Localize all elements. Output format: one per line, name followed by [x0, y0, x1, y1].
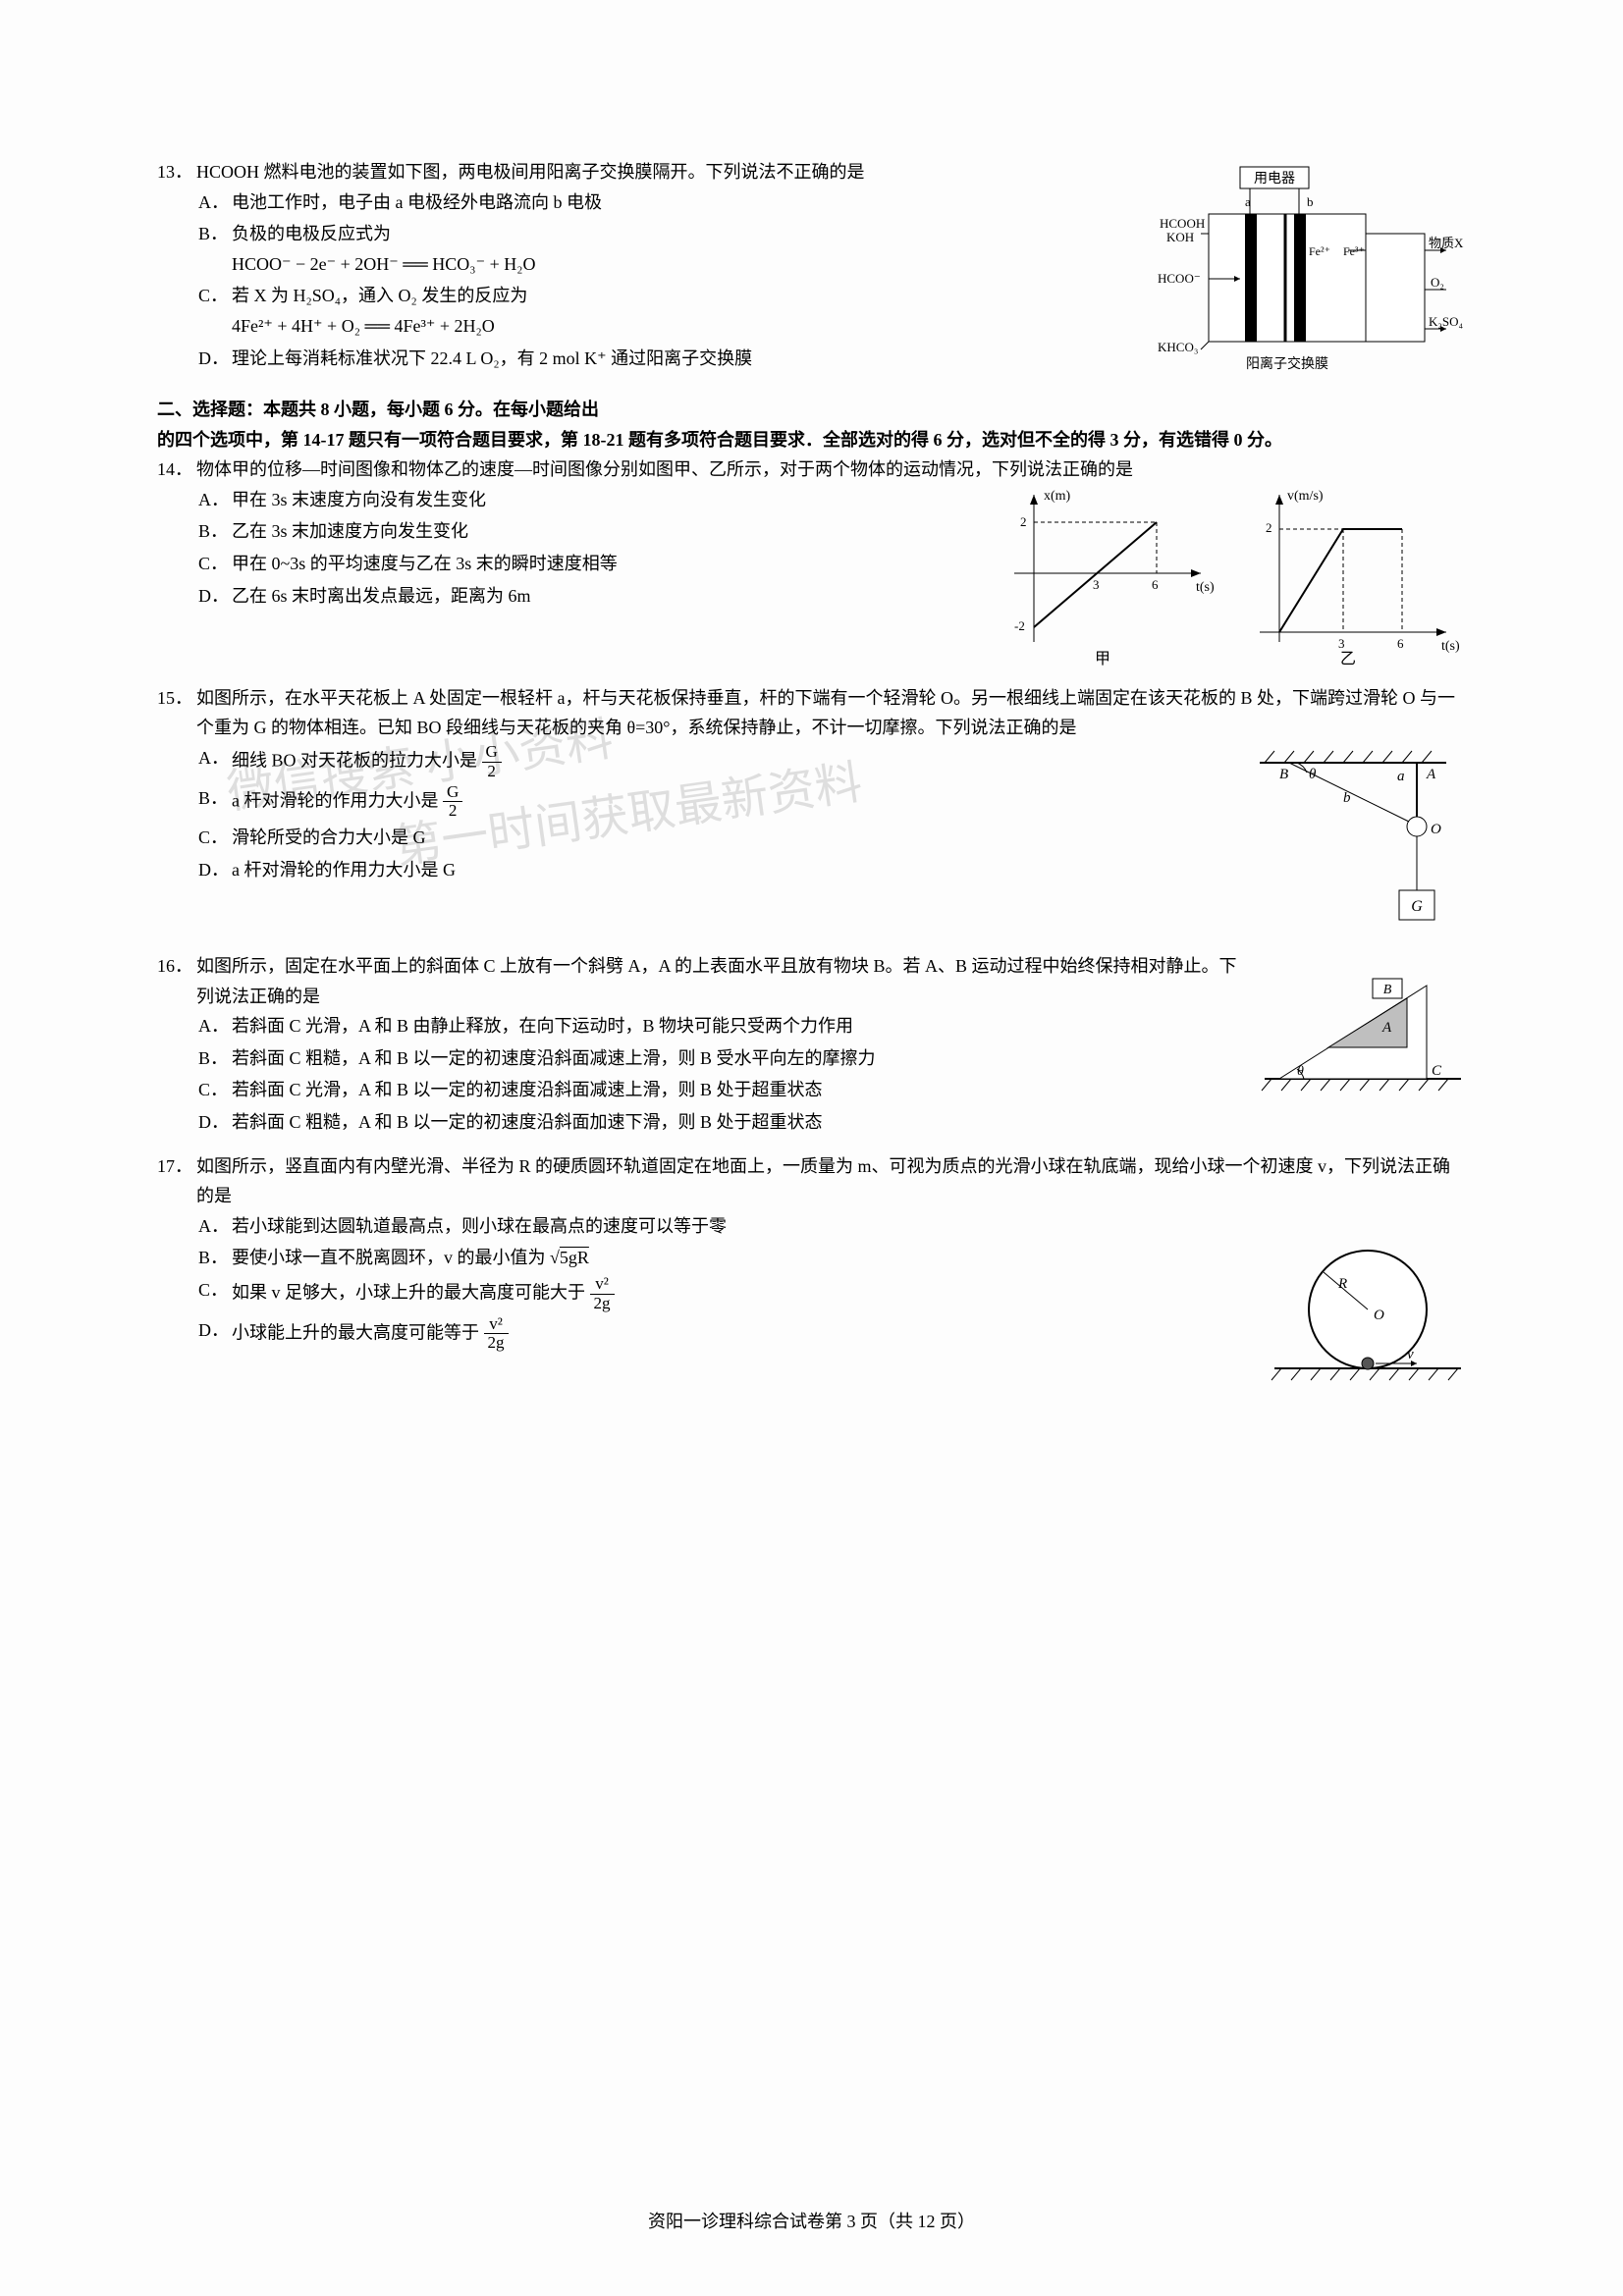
q13-figure: 用电器 a b HCOOH KOH HCOO⁻ KHCO₃ Fe²⁺ Fe³⁺	[1152, 157, 1466, 383]
question-13: 用电器 a b HCOOH KOH HCOO⁻ KHCO₃ Fe²⁺ Fe³⁺	[157, 157, 1466, 383]
question-14: 14． 物体甲的位移—时间图像和物体乙的速度—时间图像分别如图甲、乙所示，对于两…	[157, 454, 1466, 671]
option-A: A．若斜面 C 光滑，A 和 B 由静止释放，在向下运动时，B 物块可能只受两个…	[198, 1011, 1246, 1041]
svg-text:2: 2	[1020, 514, 1027, 529]
q-number: 13．	[157, 157, 196, 187]
q14-charts: x(m) t(s) 2 -2 3 6 甲 v(m/s) t(s) 2 3	[1004, 485, 1466, 671]
svg-text:C: C	[1432, 1063, 1442, 1079]
fig-label: 用电器	[1254, 171, 1295, 187]
option-B: B．乙在 3s 末加速度方向发生变化	[198, 516, 1004, 547]
section-2-heading: 二、选择题：本题共 8 小题，每小题 6 分。在每小题给出	[157, 395, 1466, 425]
q-number: 16．	[157, 951, 196, 1011]
q-stem-text: 如图所示，竖直面内有内壁光滑、半径为 R 的硬质圆环轨道固定在地面上，一质量为 …	[196, 1151, 1466, 1211]
svg-text:v(m/s): v(m/s)	[1287, 489, 1324, 504]
option-D: D．a 杆对滑轮的作用力大小是 G	[198, 855, 1236, 885]
svg-text:-2: -2	[1014, 618, 1025, 633]
svg-text:O₂: O₂	[1431, 275, 1444, 290]
svg-text:x(m): x(m)	[1044, 489, 1071, 504]
svg-text:3: 3	[1338, 636, 1345, 651]
svg-text:6: 6	[1397, 636, 1404, 651]
svg-text:B: B	[1279, 767, 1288, 782]
q17-figure: R O v	[1270, 1211, 1466, 1388]
svg-text:R: R	[1337, 1276, 1347, 1292]
svg-text:物质X: 物质X	[1429, 236, 1464, 250]
q-stem-text: HCOOH 燃料电池的装置如下图，两电极间用阳离子交换膜隔开。下列说法不正确的是	[196, 157, 1138, 187]
option-C: C．如果 v 足够大，小球上升的最大高度可能大于 v²2g	[198, 1275, 1256, 1313]
q16-figure: C θ A B	[1260, 951, 1466, 1098]
q-stem-text: 如图所示，固定在水平面上的斜面体 C 上放有一个斜劈 A，A 的上表面水平且放有…	[196, 951, 1246, 1011]
option-C: C．滑轮所受的合力大小是 G	[198, 823, 1236, 853]
svg-text:2: 2	[1266, 520, 1272, 535]
option-D: D．若斜面 C 粗糙，A 和 B 以一定的初速度沿斜面加速下滑，则 B 处于超重…	[198, 1107, 1466, 1138]
chart-yi: v(m/s) t(s) 2 3 6 乙	[1250, 485, 1466, 671]
option-A: A．若小球能到达圆轨道最高点，则小球在最高点的速度可以等于零	[198, 1211, 1256, 1242]
page-footer: 资阳一诊理科综合试卷第 3 页（共 12 页）	[0, 2207, 1623, 2237]
q-number: 17．	[157, 1151, 196, 1211]
svg-text:a: a	[1397, 769, 1405, 784]
svg-text:b: b	[1343, 790, 1351, 806]
svg-text:K₂SO₄: K₂SO₄	[1429, 314, 1464, 329]
svg-text:B: B	[1383, 983, 1392, 997]
q-stem-text: 物体甲的位移—时间图像和物体乙的速度—时间图像分别如图甲、乙所示，对于两个物体的…	[196, 454, 1466, 485]
svg-text:G: G	[1411, 898, 1423, 915]
option-A: A．电池工作时，电子由 a 电极经外电路流向 b 电极	[198, 187, 1138, 218]
option-D: D．乙在 6s 末时离出发点最远，距离为 6m	[198, 581, 1004, 612]
option-A: A．细线 BO 对天花板的拉力大小是 G2	[198, 743, 1236, 781]
option-B: B．若斜面 C 粗糙，A 和 B 以一定的初速度沿斜面减速上滑，则 B 受水平向…	[198, 1043, 1246, 1074]
svg-text:阳离子交换膜: 阳离子交换膜	[1246, 355, 1328, 372]
svg-text:a: a	[1245, 194, 1251, 209]
option-B: B．要使小球一直不脱离圆环，v 的最小值为 √5gR	[198, 1243, 1256, 1273]
chart-jia: x(m) t(s) 2 -2 3 6 甲	[1004, 485, 1220, 671]
svg-text:乙: 乙	[1340, 651, 1356, 667]
svg-text:v: v	[1407, 1347, 1414, 1362]
q-number: 14．	[157, 454, 196, 485]
question-17: 17． 如图所示，竖直面内有内壁光滑、半径为 R 的硬质圆环轨道固定在地面上，一…	[157, 1151, 1466, 1388]
svg-text:A: A	[1381, 1020, 1392, 1036]
option-B: B．负极的电极反应式为HCOO⁻ − 2e⁻ + 2OH⁻ ══ HCO₃⁻ +…	[198, 219, 1138, 279]
fuel-cell-svg: 用电器 a b HCOOH KOH HCOO⁻ KHCO₃ Fe²⁺ Fe³⁺	[1152, 157, 1466, 383]
svg-text:6: 6	[1152, 577, 1159, 592]
question-15: 15． 如图所示，在水平天花板上 A 处固定一根轻杆 a，杆与天花板保持垂直，杆…	[157, 683, 1466, 939]
svg-text:O: O	[1431, 822, 1441, 837]
svg-text:A: A	[1426, 767, 1436, 782]
section-2-tail: 的四个选项中，第 14-17 题只有一项符合题目要求，第 18-21 题有多项符…	[157, 425, 1466, 455]
option-C: C．若斜面 C 光滑，A 和 B 以一定的初速度沿斜面减速上滑，则 B 处于超重…	[198, 1075, 1246, 1105]
svg-text:Fe²⁺: Fe²⁺	[1309, 244, 1330, 258]
svg-text:KOH: KOH	[1166, 230, 1194, 244]
option-C: C．若 X 为 H₂SO₄，通入 O₂ 发生的反应为4Fe²⁺ + 4H⁺ + …	[198, 281, 1138, 341]
svg-text:Fe³⁺: Fe³⁺	[1343, 244, 1365, 258]
svg-text:b: b	[1307, 194, 1314, 209]
svg-text:O: O	[1374, 1308, 1384, 1323]
q-number: 15．	[157, 683, 196, 743]
svg-text:KHCO₃: KHCO₃	[1158, 340, 1198, 354]
svg-text:HCOOH: HCOOH	[1160, 216, 1205, 231]
option-B: B．a 杆对滑轮的作用力大小是 G2	[198, 783, 1236, 822]
question-16: C θ A B 16． 如图所示，固定在水平面上的斜面体 C 上放有一个斜劈 A…	[157, 951, 1466, 1140]
option-D: D．小球能上升的最大高度可能等于 v²2g	[198, 1315, 1256, 1354]
option-C: C．甲在 0~3s 的平均速度与乙在 3s 末的瞬时速度相等	[198, 549, 1004, 579]
svg-text:甲: 甲	[1095, 651, 1110, 667]
option-A: A．甲在 3s 末速度方向没有发生变化	[198, 485, 1004, 515]
q15-figure: B θ a A O b G	[1250, 743, 1466, 939]
q-stem-text: 如图所示，在水平天花板上 A 处固定一根轻杆 a，杆与天花板保持垂直，杆的下端有…	[196, 683, 1466, 743]
svg-text:HCOO⁻: HCOO⁻	[1158, 271, 1201, 286]
svg-text:3: 3	[1093, 577, 1100, 592]
svg-text:t(s): t(s)	[1196, 580, 1215, 595]
svg-text:t(s): t(s)	[1441, 639, 1460, 654]
option-D: D．理论上每消耗标准状况下 22.4 L O₂，有 2 mol K⁺ 通过阳离子…	[198, 344, 1138, 374]
